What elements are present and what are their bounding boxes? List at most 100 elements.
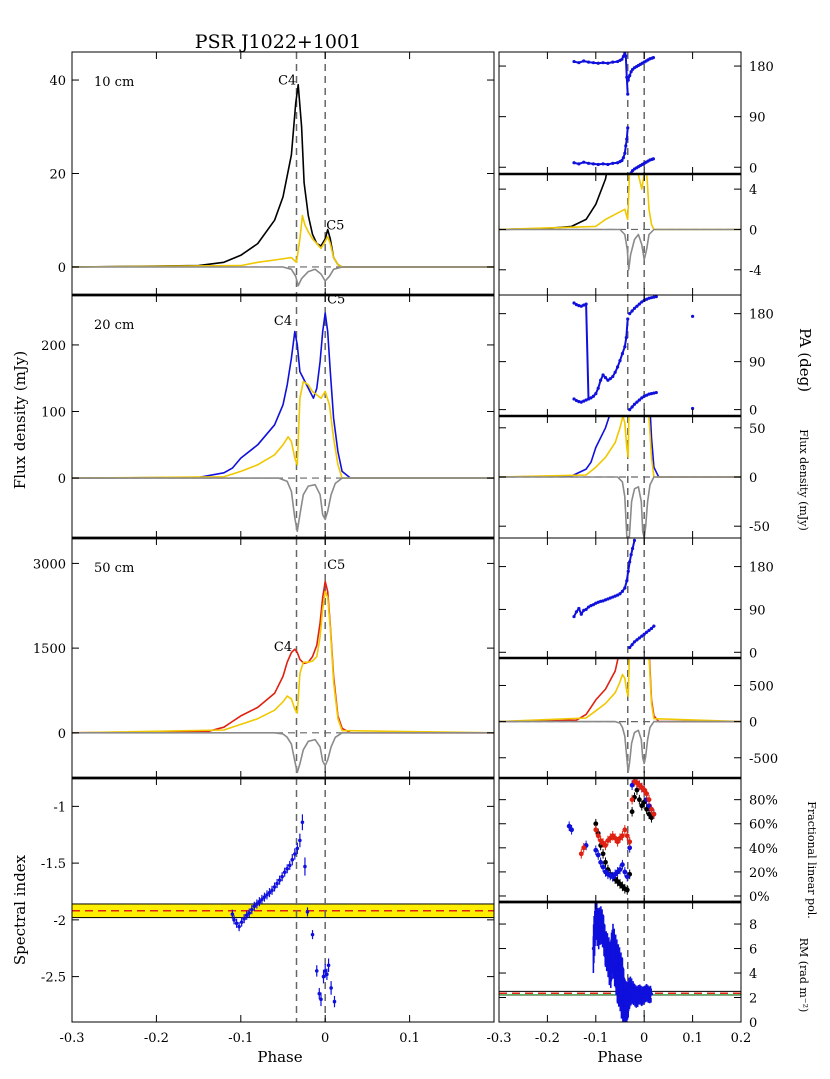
fractional-pol-point-10cm — [646, 811, 652, 817]
phase-axis-label-left: Phase — [257, 1048, 302, 1066]
rm-point — [601, 928, 605, 932]
fractional-pol-ytick-label: 20% — [749, 866, 778, 881]
rotation-measure-ytick-label: 8 — [749, 918, 757, 933]
rotation-measure-xtick-label: -0.3 — [486, 1031, 511, 1046]
zoom-10cm-panel: -4 0 4 — [498, 173, 762, 296]
fractional-pol-ytick-label: 80% — [749, 794, 778, 809]
pa-20cm-segment — [573, 398, 587, 404]
fractional-pol-point-10cm — [644, 806, 650, 812]
spectral-index-point — [242, 916, 246, 921]
zoom-10cm-ytick-label: 0 — [749, 223, 757, 238]
fractional-pol-point-50cm — [595, 833, 601, 839]
fractional-pol-point-50cm — [627, 839, 633, 845]
spectral-index-point — [321, 974, 326, 979]
fractional-pol-point-50cm — [578, 851, 584, 857]
zoom-50cm-panel: -500 0 500 — [498, 657, 778, 779]
profile-20cm-ytick-label: 200 — [41, 339, 66, 354]
fractional-pol-point-50cm — [593, 827, 599, 833]
zoom-10cm-series-total-intensity — [499, 174, 608, 231]
spectral-index-point — [275, 881, 279, 886]
rm-point — [620, 989, 625, 993]
rotation-measure-xtick-label: 0 — [640, 1031, 648, 1046]
profile-50cm-series-circular — [72, 731, 494, 774]
rm-point — [603, 946, 608, 951]
fractional-pol-point-20cm — [566, 823, 572, 829]
profile-10cm-series-linear — [72, 214, 494, 268]
spectral-index-plot-area — [72, 778, 494, 1022]
fractional-pol-point-50cm — [612, 835, 618, 841]
spectral-index-point — [326, 963, 331, 968]
zoom-20cm-series-linear — [499, 416, 741, 478]
fractional-pol-point-50cm — [629, 797, 635, 803]
pa-10cm-frame — [498, 51, 742, 175]
profile-50cm-band-label: 50 cm — [94, 561, 134, 576]
profile-50cm-annotation-c5: C5 — [327, 558, 345, 573]
spectral-index-point — [332, 999, 337, 1004]
spectral-index-point — [232, 918, 236, 922]
zoom-20cm-series-circular — [499, 476, 741, 538]
pa-axis-label: PA (deg) — [796, 328, 814, 392]
fractional-pol-point-20cm — [622, 869, 628, 875]
spectral-index-point — [247, 911, 252, 915]
spectral-index-point — [230, 912, 235, 916]
pa-50cm-plot-area — [572, 538, 656, 658]
zoom-50cm-ytick-label: 500 — [749, 679, 774, 694]
spectral-index-point — [270, 888, 274, 893]
fractional-pol-point-20cm — [617, 867, 623, 872]
rm-point — [647, 993, 651, 997]
spectral-index-point — [298, 838, 302, 843]
spectral-index-point — [319, 997, 323, 1002]
profile-20cm-annotation-c4: C4 — [274, 314, 292, 329]
profile-20cm-panel: 0 100 200 20 cm C4 C5 — [41, 293, 495, 539]
fractional-pol-point-20cm — [598, 859, 604, 865]
rotation-measure-ytick-label: 6 — [749, 943, 757, 958]
rotation-measure-panel: 0 2 4 6 8 -0.3 -0.2 -0.1 0 0.1 0.2 — [486, 900, 757, 1046]
spectral-index-frame — [71, 777, 495, 1023]
profile-50cm-frame — [71, 537, 495, 779]
profile-50cm-ytick-label: 0 — [58, 727, 66, 742]
fractional-pol-point-20cm — [569, 827, 574, 833]
profile-20cm-series-circular — [72, 477, 494, 533]
spectral-index-xtick-label: -0.3 — [59, 1031, 84, 1046]
zoom-20cm-ytick-label: -50 — [749, 520, 770, 535]
profile-10cm-annotation-c4: C4 — [278, 74, 296, 89]
spectral-index-point — [267, 890, 272, 895]
zoom-50cm-series-linear — [499, 658, 741, 723]
zoom-10cm-frame — [498, 173, 742, 296]
zoom-50cm-plot-area — [499, 658, 741, 778]
rotation-measure-plot-area — [499, 902, 741, 1022]
fractional-pol-point-20cm — [595, 852, 601, 858]
spectral-index-point — [317, 991, 322, 996]
profile-50cm-ytick-label: 3000 — [33, 557, 66, 572]
fractional-pol-axis-label: Fractional linear pol. — [805, 801, 818, 918]
spectral-index-point — [303, 864, 307, 869]
pa-20cm-plot-area — [572, 295, 695, 416]
figure-title: PSR J1022+1001 — [195, 31, 361, 53]
spectral-index-panel: -1 -1.5 -2 -2.5 -0.3 -0.2 -0.1 0 0.1 — [41, 776, 495, 1046]
fractional-pol-point-10cm — [649, 815, 654, 821]
rm-point — [615, 971, 620, 975]
profile-50cm-plot-area — [72, 538, 494, 778]
fractional-pol-point-10cm — [600, 851, 606, 857]
profile-50cm-panel: 0 1500 3000 50 cm C4 C5 — [33, 536, 495, 779]
zoom-50cm-ytick-label: 0 — [749, 716, 757, 731]
rotation-measure-ytick-label: 4 — [749, 967, 757, 982]
spectral-index-point — [252, 904, 257, 909]
rotation-measure-xtick-label: 0.1 — [682, 1031, 703, 1046]
fractional-pol-panel: 0% 20% 40% 60% 80% — [498, 776, 778, 905]
profile-10cm-annotation-c5: C5 — [326, 219, 344, 234]
spectral-index-point — [244, 913, 249, 918]
profile-20cm-band-label: 20 cm — [94, 318, 134, 333]
spectral-index-ytick-label: -2.5 — [41, 971, 66, 986]
rotation-measure-xtick-label: -0.1 — [583, 1031, 608, 1046]
spectral-index-point — [239, 920, 244, 924]
rm-point — [611, 946, 615, 951]
rm-point — [642, 993, 646, 997]
profile-50cm-annotation-c4: C4 — [274, 640, 292, 655]
zoom-10cm-plot-area — [499, 174, 741, 295]
profile-20cm-ytick-label: 0 — [58, 472, 66, 487]
flux-density-axis-label: Flux density (mJy) — [11, 351, 29, 489]
fractional-pol-point-10cm — [639, 803, 645, 809]
zoom-10cm-series-linear — [499, 174, 741, 231]
profile-10cm-series-total-intensity — [72, 83, 494, 268]
